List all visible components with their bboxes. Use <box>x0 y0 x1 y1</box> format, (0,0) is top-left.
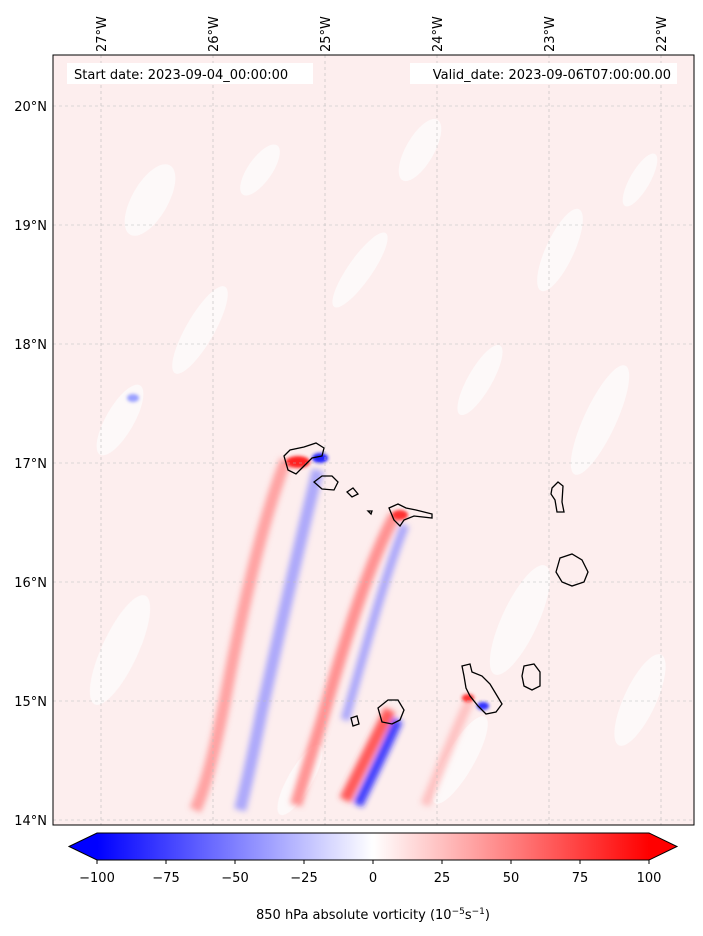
lat-label-17n: 17°N <box>14 457 47 472</box>
colorbar-label-mid: s <box>465 908 472 923</box>
longitude-labels: 27°W 26°W 25°W 24°W 23°W 22°W <box>95 16 670 52</box>
colorbar-tick-50: 50 <box>503 871 520 886</box>
valid-date-label: Valid_date: 2023-09-06T07:00:00.00 <box>433 68 671 83</box>
island-boa-vista <box>555 553 589 587</box>
lon-label-27w: 27°W <box>95 16 110 52</box>
map-frame <box>52 54 695 826</box>
start-date-box <box>67 63 313 84</box>
latitude-labels: 20°N 19°N 18°N 17°N 16°N 15°N 14°N <box>14 100 47 829</box>
colorbar-tick-75: 75 <box>572 871 589 886</box>
start-date-label: Start date: 2023-09-04_00:00:00 <box>74 68 288 83</box>
lat-label-20n: 20°N <box>14 100 47 115</box>
valid-date-box <box>410 63 677 84</box>
island-santo-antao <box>283 442 325 475</box>
island-santa-luzia <box>345 487 360 498</box>
lon-label-24w: 24°W <box>431 16 446 52</box>
colorbar-tick-neg25: −25 <box>290 871 317 886</box>
island-sao-nicolau <box>388 503 433 528</box>
island-brava <box>350 715 360 727</box>
island-tip-vortices <box>127 394 489 710</box>
colorbar-tick-marks <box>96 860 650 864</box>
colorbar-tick-25: 25 <box>434 871 451 886</box>
gridlines <box>53 55 694 825</box>
colorbar-extend-high <box>649 833 677 860</box>
island-sal <box>550 481 565 513</box>
island-fogo <box>377 699 405 725</box>
island-sao-vicente <box>312 475 339 491</box>
colorbar-gradient <box>97 833 649 860</box>
colorbar-label-exp2: −1 <box>472 907 485 917</box>
coastlines <box>283 442 589 727</box>
colorbar-tick-neg100: −100 <box>79 871 115 886</box>
lat-label-18n: 18°N <box>14 338 47 353</box>
lat-label-14n: 14°N <box>14 814 47 829</box>
island-wake-streaks <box>189 457 475 813</box>
colorbar-label-exp1: −5 <box>452 907 465 917</box>
colorbar: −100 −75 −50 −25 0 25 50 75 100 850 hPa … <box>67 832 679 923</box>
island-razo <box>366 510 373 516</box>
lat-label-19n: 19°N <box>14 219 47 234</box>
colorbar-tick-neg75: −75 <box>152 871 179 886</box>
lat-label-16n: 16°N <box>14 576 47 591</box>
island-maio <box>521 663 541 691</box>
colorbar-tick-100: 100 <box>637 871 662 886</box>
lat-label-15n: 15°N <box>14 695 47 710</box>
lon-label-22w: 22°W <box>655 16 670 52</box>
colorbar-label: 850 hPa absolute vorticity (10−5s−1) <box>256 907 490 923</box>
colorbar-label-text: 850 hPa absolute vorticity (10 <box>256 908 452 923</box>
lon-label-23w: 23°W <box>543 16 558 52</box>
colorbar-tick-0: 0 <box>369 871 377 886</box>
colorbar-label-end: ) <box>485 908 490 923</box>
island-santiago <box>461 663 503 715</box>
lon-label-26w: 26°W <box>207 16 222 52</box>
lon-label-25w: 25°W <box>319 16 334 52</box>
colorbar-tick-neg50: −50 <box>221 871 248 886</box>
vorticity-field <box>53 55 694 825</box>
colorbar-extend-low <box>69 833 97 860</box>
